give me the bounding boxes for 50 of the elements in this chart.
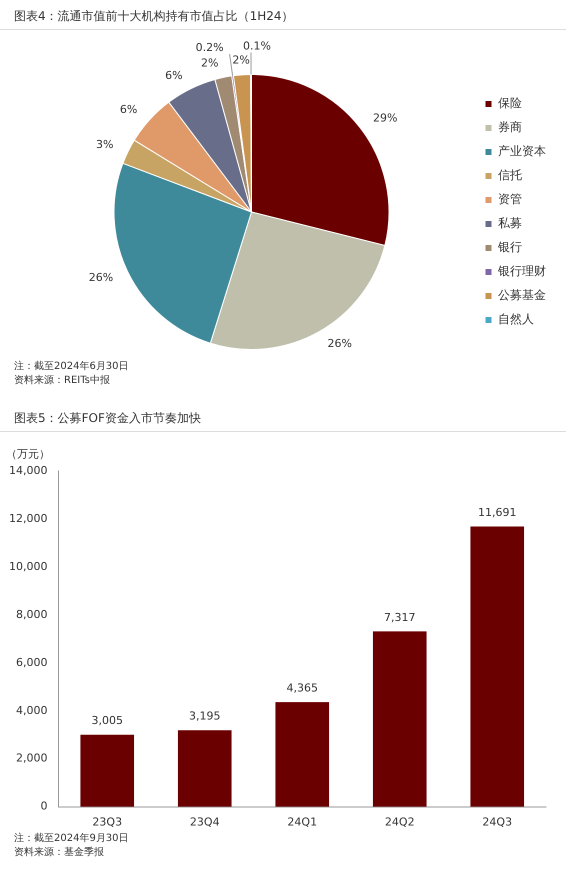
y-tick-label: 6,000 (16, 656, 48, 669)
data-label: 11,691 (478, 506, 516, 519)
legend-label: 银行理财 (497, 264, 546, 278)
legend-label: 公募基金 (498, 288, 546, 302)
y-tick-label: 4,000 (16, 704, 48, 717)
data-label: 7,317 (384, 610, 416, 624)
data-label: 4,365 (286, 682, 318, 695)
bar (470, 526, 524, 807)
x-tick-label: 24Q1 (287, 815, 318, 828)
x-tick-label: 24Q2 (384, 815, 415, 828)
data-label: 6% (165, 68, 183, 82)
legend-label: 券商 (498, 120, 522, 134)
y-tick-label: 14,000 (8, 464, 48, 478)
y-axis-title: （万元） (6, 447, 50, 460)
data-label: 29% (372, 112, 398, 125)
y-tick-label: 12,000 (8, 512, 48, 525)
x-tick-label: 23Q4 (190, 815, 220, 828)
x-tick-label: 24Q3 (482, 815, 512, 828)
legend-label: 银行 (497, 240, 522, 254)
legend-label: 资管 (498, 192, 522, 206)
y-tick-label: 0 (40, 800, 48, 813)
y-tick-label: 2,000 (16, 752, 48, 765)
data-label: 26% (88, 271, 114, 284)
bar (178, 730, 232, 807)
legend-label: 自然人 (498, 312, 534, 326)
bar (275, 702, 330, 807)
y-tick-label: 8,000 (16, 608, 48, 621)
data-label: 0.1% (243, 39, 271, 52)
text: 注：截至2024年6月30日 (13, 360, 130, 374)
data-label: 3% (96, 138, 114, 152)
x-tick-label: 23Q3 (92, 815, 122, 828)
text: 资料来源：基金季报 (13, 846, 105, 860)
data-label: 6% (120, 102, 138, 116)
data-label: 3,005 (91, 714, 123, 728)
legend-label: 产业资本 (498, 144, 546, 158)
text: 资料来源：REITs中报 (13, 374, 111, 388)
chart-title: 图表5：公募FOF资金入市节奏加快 (0, 402, 566, 432)
legend-label: 私募 (498, 216, 522, 230)
data-label: 3,195 (188, 710, 220, 723)
data-label: 26% (328, 337, 352, 350)
data-label: 2% (232, 54, 250, 67)
y-tick-label: 10,000 (8, 560, 48, 573)
bar (80, 734, 134, 807)
chart-title: 图表4：流通市值前十大机构持有市值占比（1H24） (0, 0, 566, 30)
text: 注：截至2024年9月30日 (13, 832, 130, 846)
bar (372, 631, 427, 807)
data-label: 2% (200, 56, 218, 70)
legend-label: 保险 (498, 96, 522, 110)
data-label: 0.2% (196, 40, 224, 54)
legend-label: 信托 (498, 168, 522, 182)
